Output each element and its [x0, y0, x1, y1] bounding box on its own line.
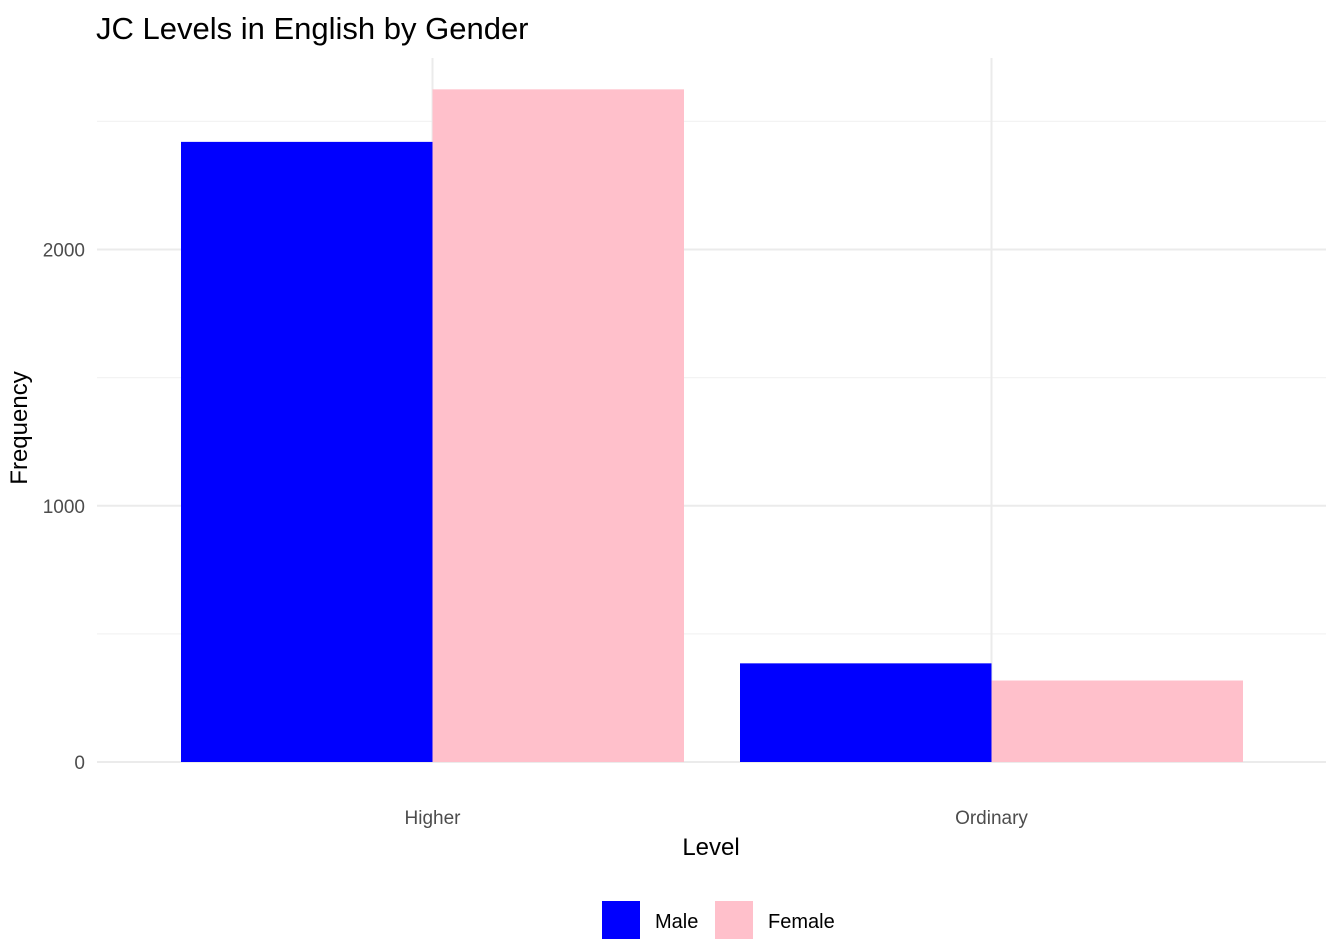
legend-key-female [715, 901, 753, 939]
bar-female-ordinary [991, 680, 1243, 762]
x-tick-labels: Higher Ordinary [405, 808, 1029, 829]
x-tick-label: Ordinary [955, 808, 1028, 829]
chart-title: JC Levels in English by Gender [96, 11, 529, 46]
legend-label-male: Male [655, 911, 698, 933]
y-tick-labels: 0 1000 2000 [43, 241, 85, 775]
bar-male-ordinary [740, 663, 992, 762]
y-tick-label: 1000 [43, 497, 85, 518]
legend-key-male [602, 901, 640, 939]
x-axis-title: Level [682, 834, 739, 861]
y-tick-label: 0 [74, 753, 85, 774]
bars-group [181, 89, 1243, 762]
bar-male-higher [181, 141, 433, 762]
bar-female-higher [432, 89, 684, 762]
x-tick-label: Higher [405, 808, 462, 829]
y-tick-label: 2000 [43, 241, 85, 262]
legend: Male Female [602, 901, 835, 939]
legend-label-female: Female [768, 911, 835, 933]
y-axis-title: Frequency [6, 371, 33, 484]
